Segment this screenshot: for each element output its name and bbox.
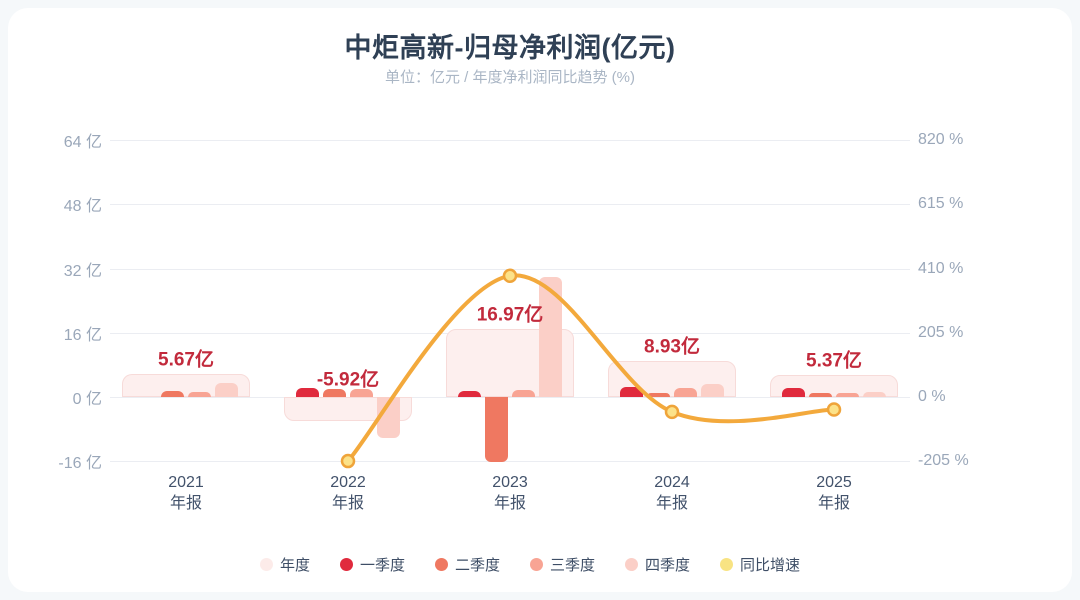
y-axis-left-tick: 16 亿 bbox=[63, 326, 102, 344]
legend-label: 二季度 bbox=[454, 557, 500, 574]
bar-三季度-2023[interactable] bbox=[512, 390, 535, 397]
y-axis-left-tick: 0 亿 bbox=[72, 391, 102, 408]
gridline bbox=[110, 204, 910, 206]
y-axis-right-tick: 615 % bbox=[918, 195, 964, 213]
chart-title: 中炬高新-归母净利润(亿元) bbox=[344, 33, 676, 63]
legend-item-二季度[interactable]: 二季度 bbox=[434, 554, 500, 575]
bar-四季度-2024[interactable] bbox=[701, 384, 724, 397]
legend-label: 四季度 bbox=[645, 557, 691, 574]
y-axis-right-tick: 410 % bbox=[918, 259, 964, 277]
legend-item-同比增速[interactable]: 同比增速 bbox=[720, 554, 800, 575]
legend-dot bbox=[434, 558, 448, 571]
gridline bbox=[110, 140, 910, 141]
value-label-2022: -5.92亿 bbox=[316, 369, 380, 391]
legend-label: 同比增速 bbox=[740, 557, 801, 574]
legend-dot bbox=[530, 558, 543, 571]
legend-item-年度[interactable]: 年度 bbox=[259, 554, 310, 575]
bar-一季度-2022[interactable] bbox=[296, 388, 319, 397]
legend-label: 一季度 bbox=[359, 557, 405, 574]
chart-subtitle: 单位：亿元 / 年度净利润同比趋势 (%) bbox=[385, 69, 635, 86]
bar-二季度-2024[interactable] bbox=[647, 392, 670, 397]
bar-四季度-2021[interactable] bbox=[215, 382, 238, 397]
value-label-2023: 16.97亿 bbox=[476, 304, 544, 326]
y-axis-left-tick: 32 亿 bbox=[63, 262, 102, 280]
value-label-2024: 8.93亿 bbox=[644, 336, 700, 358]
x-axis-label-2022: 2022 年报 bbox=[330, 474, 366, 512]
gridline bbox=[110, 461, 910, 463]
y-axis-left-tick: -16 亿 bbox=[58, 455, 102, 473]
x-axis-label-2024: 2024 年报 bbox=[654, 474, 690, 512]
growth-line-marker[interactable] bbox=[502, 268, 518, 284]
legend-dot bbox=[339, 558, 353, 571]
x-axis-label-2023: 2023 年报 bbox=[492, 474, 528, 512]
value-label-2025: 5.37亿 bbox=[806, 350, 862, 372]
legend-label: 三季度 bbox=[550, 557, 596, 574]
y-axis-left-tick: 64 亿 bbox=[63, 134, 102, 151]
y-axis-right-tick: -205 % bbox=[918, 452, 969, 470]
bar-三季度-2025[interactable] bbox=[836, 392, 859, 397]
x-axis-label-2025: 2025 年报 bbox=[816, 474, 852, 512]
y-axis-right-tick: 820 % bbox=[918, 131, 964, 148]
bar-二季度-2025[interactable] bbox=[809, 393, 832, 397]
legend: 年度 一季度 二季度 三季度 四季度 同比增速 bbox=[0, 554, 1060, 575]
bar-一季度-2025[interactable] bbox=[782, 387, 805, 397]
x-axis-label-2021: 2021 年报 bbox=[168, 474, 204, 512]
bar-一季度-2024[interactable] bbox=[620, 386, 643, 397]
bar-三季度-2021[interactable] bbox=[188, 392, 211, 397]
bar-四季度-2022[interactable] bbox=[377, 397, 400, 439]
bar-三季度-2024[interactable] bbox=[674, 388, 697, 397]
legend-dot bbox=[720, 558, 734, 571]
legend-dot bbox=[259, 558, 273, 571]
legend-dot bbox=[625, 558, 639, 571]
bar-二季度-2023[interactable] bbox=[485, 397, 508, 463]
y-axis-left-tick: 48 亿 bbox=[63, 198, 102, 216]
legend-item-一季度[interactable]: 一季度 bbox=[339, 554, 405, 575]
growth-line-marker[interactable] bbox=[340, 453, 356, 469]
bar-二季度-2021[interactable] bbox=[161, 391, 184, 397]
legend-item-三季度[interactable]: 三季度 bbox=[530, 554, 595, 575]
y-axis-right-tick: 0 % bbox=[918, 388, 946, 405]
legend-item-四季度[interactable]: 四季度 bbox=[625, 554, 690, 575]
y-axis-right-tick: 205 % bbox=[918, 323, 964, 341]
value-label-2021: 5.67亿 bbox=[158, 349, 214, 371]
bar-二季度-2022[interactable] bbox=[323, 388, 346, 397]
bar-四季度-2025[interactable] bbox=[863, 391, 886, 397]
bar-四季度-2023[interactable] bbox=[539, 276, 562, 397]
bar-一季度-2023[interactable] bbox=[458, 390, 481, 397]
legend-label: 年度 bbox=[279, 557, 310, 574]
growth-line-marker[interactable] bbox=[826, 402, 842, 417]
growth-line-marker[interactable] bbox=[664, 404, 680, 420]
gridline bbox=[110, 397, 910, 398]
